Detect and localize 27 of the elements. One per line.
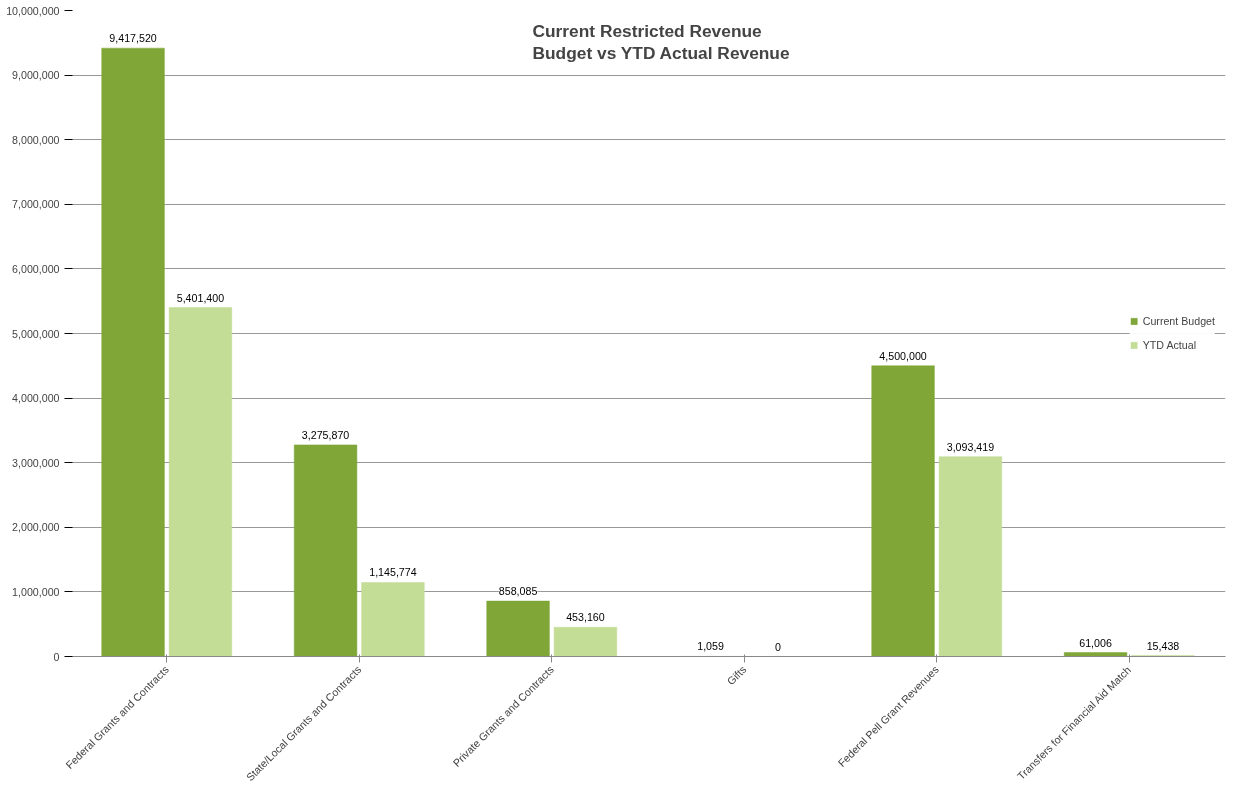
- data-label: 453,160: [566, 611, 605, 624]
- data-label: 1,145,774: [369, 566, 417, 579]
- data-label: 0: [774, 640, 781, 653]
- y-tick-label: 2,000,000: [12, 521, 60, 534]
- data-label: 15,438: [1146, 639, 1180, 652]
- data-label: 1,059: [697, 640, 724, 653]
- y-tick-label: 9,000,000: [12, 69, 60, 82]
- x-tick-label: Gifts: [724, 663, 749, 688]
- data-label: 5,401,400: [176, 291, 225, 304]
- legend-label: Current Budget: [1142, 315, 1215, 327]
- data-label: 858,085: [498, 585, 538, 598]
- y-tick-label: 1,000,000: [12, 585, 60, 598]
- y-tick-label: 8,000,000: [12, 133, 60, 146]
- legend-label: YTD Actual: [1142, 339, 1197, 351]
- y-tick-label: 6,000,000: [12, 262, 60, 275]
- data-label: 9,417,520: [109, 32, 157, 45]
- y-tick-label: 10,000,000: [6, 4, 60, 17]
- text: Current Restricted Revenue Budget vs YTD Actual Revenue: [532, 20, 790, 63]
- y-tick-label: 4,000,000: [12, 392, 60, 405]
- y-tick-label: 5,000,000: [12, 327, 60, 340]
- y-tick-label: 3,000,000: [12, 456, 60, 469]
- data-label: 3,093,419: [946, 440, 995, 453]
- y-tick-label: 7,000,000: [12, 198, 60, 211]
- data-label: 3,275,870: [301, 428, 350, 441]
- data-label: 61,006: [1079, 636, 1112, 649]
- data-label: 4,500,000: [879, 349, 927, 362]
- y-tick-label: 0: [53, 650, 60, 663]
